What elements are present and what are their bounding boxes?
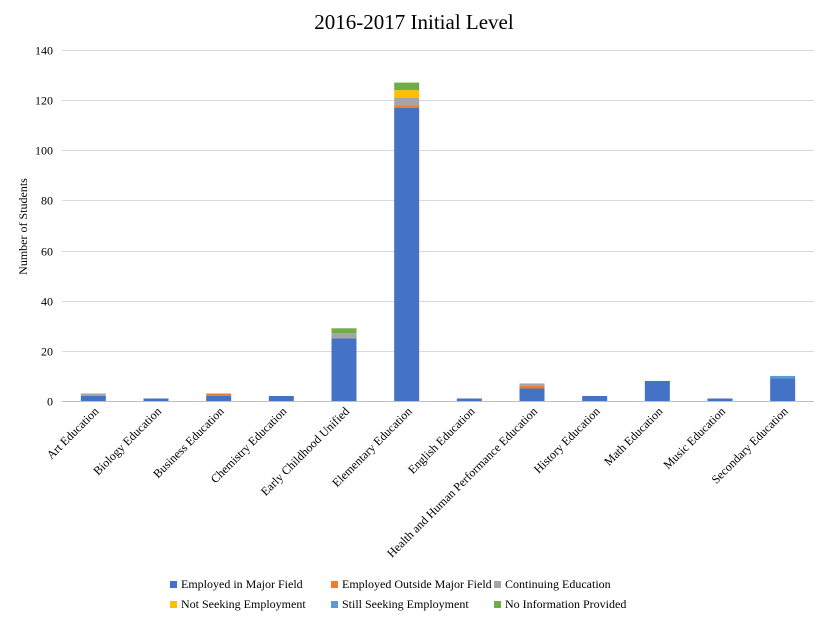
bar-segment (331, 328, 357, 334)
legend-row-1: Employed in Major Field Employed Outside… (170, 574, 690, 594)
bar-segment (770, 378, 796, 401)
bar-segment (206, 395, 232, 401)
bar-segment (770, 375, 796, 379)
bar-segment (519, 383, 545, 386)
legend-row-2: Not Seeking Employment Still Seeking Emp… (170, 594, 690, 614)
legend-swatch (170, 580, 177, 588)
y-tick-label: 140 (35, 44, 53, 58)
bar-segment (644, 380, 670, 401)
legend-label: Employed Outside Major Field (342, 576, 492, 591)
bar-segment (707, 398, 733, 401)
x-tick-label: Music Education (660, 404, 728, 472)
bar-segment (268, 395, 294, 401)
x-tick-label: Art Education (44, 404, 102, 462)
legend-item-no-information: No Information Provided (494, 597, 626, 612)
legend: Employed in Major Field Employed Outside… (170, 574, 690, 614)
legend-label: No Information Provided (505, 596, 627, 611)
legend-label: Still Seeking Employment (342, 596, 469, 611)
bar-segment (394, 90, 420, 98)
legend-swatch (494, 600, 501, 608)
y-tick-label: 0 (47, 395, 53, 409)
y-axis-title: Number of Students (16, 178, 30, 275)
legend-label: Continuing Education (505, 576, 611, 591)
bar-segment (331, 338, 357, 401)
bar-segment (394, 82, 420, 91)
bar-segment (394, 97, 420, 106)
legend-item-employed-major: Employed in Major Field (170, 577, 331, 592)
legend-label: Employed in Major Field (181, 576, 303, 591)
bar-segment (394, 105, 420, 108)
bar-segment (456, 398, 482, 401)
legend-swatch (494, 580, 501, 588)
legend-item-still-seeking: Still Seeking Employment (331, 597, 494, 612)
bar-segment (394, 107, 420, 402)
chart-title: 2016-2017 Initial Level (314, 10, 514, 34)
y-tick-label: 60 (41, 245, 53, 259)
y-tick-label: 120 (35, 94, 53, 108)
bar-segment (80, 393, 106, 396)
legend-item-continuing-education: Continuing Education (494, 577, 611, 592)
y-tick-label: 40 (41, 295, 53, 309)
legend-swatch (331, 600, 338, 608)
bar-segment (206, 393, 232, 396)
bar-segment (519, 388, 545, 401)
bar-segment (519, 385, 545, 389)
y-tick-label: 100 (35, 144, 53, 158)
bar-segment (80, 395, 106, 401)
x-tick-label: History Education (531, 404, 603, 476)
legend-swatch (170, 600, 177, 608)
y-tick-label: 80 (41, 194, 53, 208)
bar-segment (582, 395, 608, 401)
legend-item-employed-outside: Employed Outside Major Field (331, 577, 494, 592)
legend-label: Not Seeking Employment (181, 596, 306, 611)
legend-item-not-seeking: Not Seeking Employment (170, 597, 331, 612)
bar-segment (143, 398, 169, 401)
bar-segment (331, 333, 357, 339)
y-tick-label: 20 (41, 345, 53, 359)
x-tick-label: English Education (405, 404, 477, 476)
x-tick-label: Math Education (601, 404, 665, 468)
legend-swatch (331, 580, 338, 588)
